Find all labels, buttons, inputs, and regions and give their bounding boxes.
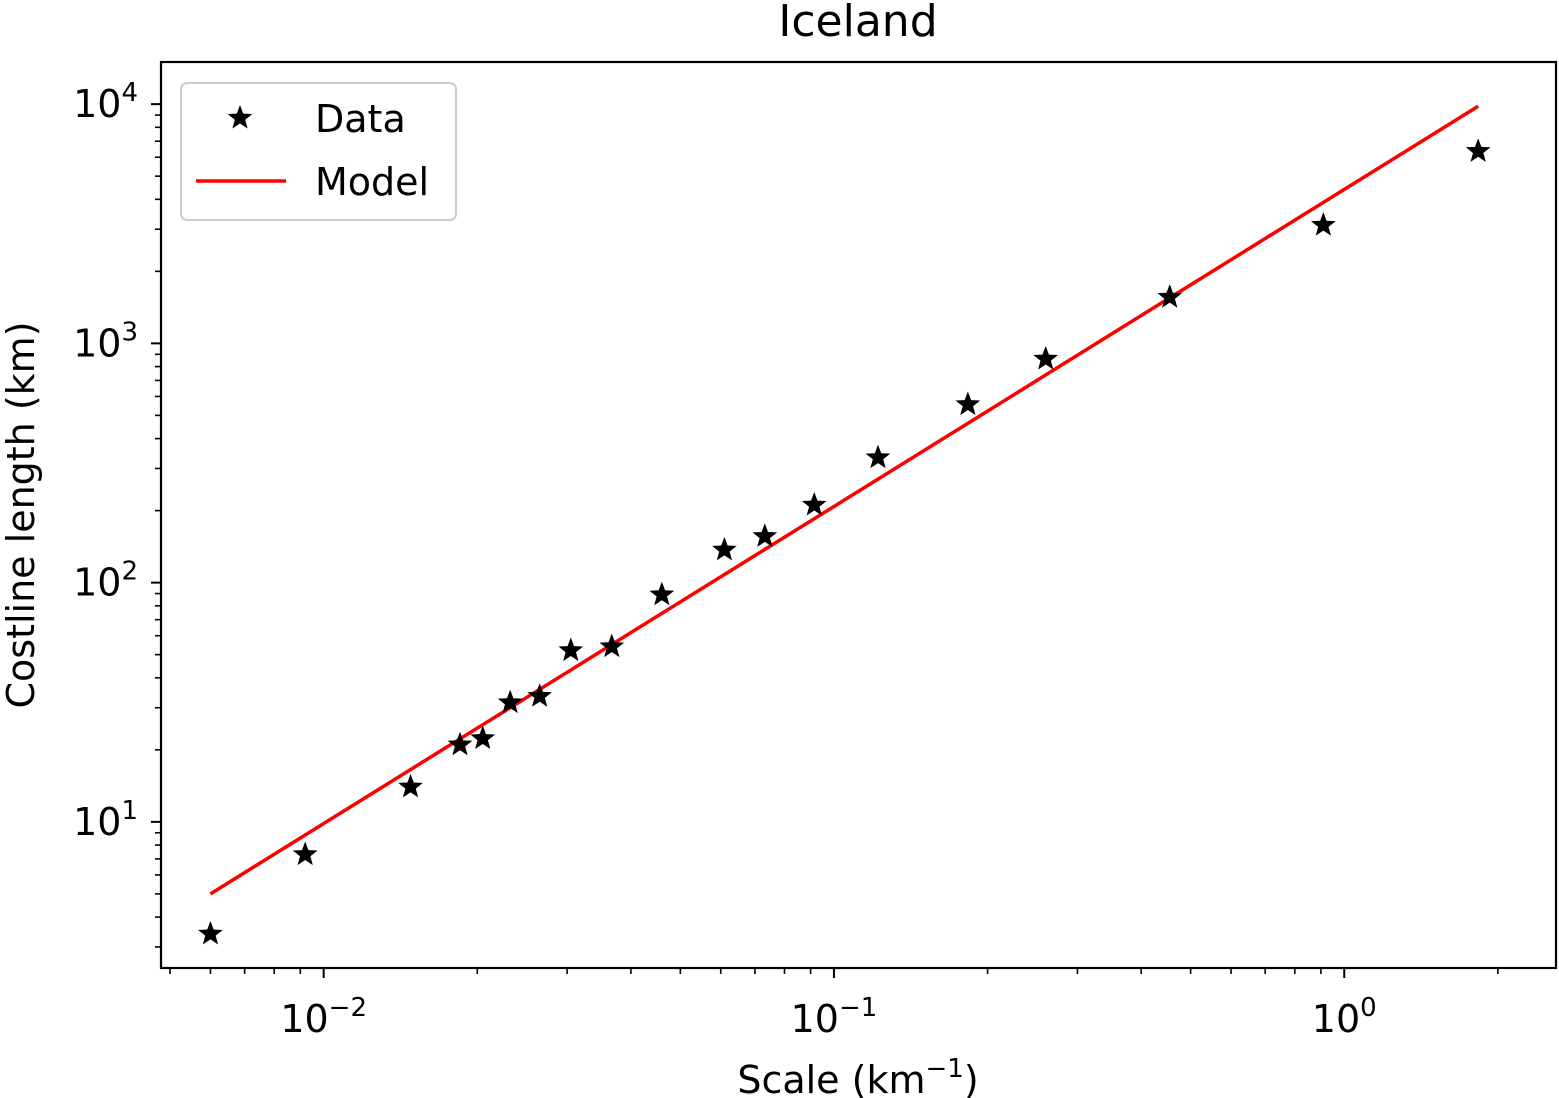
- data-point: [292, 841, 318, 866]
- data-point: [497, 689, 523, 714]
- legend-label-model: Model: [315, 160, 429, 204]
- data-point: [801, 492, 827, 516]
- data-point: [1465, 138, 1491, 162]
- x-axis-label: Scale (km−1): [737, 1054, 978, 1098]
- chart-title: Iceland: [778, 0, 937, 47]
- legend-label-data: Data: [315, 97, 406, 141]
- data-point: [447, 731, 473, 756]
- data-point: [712, 536, 737, 561]
- plot-frame: [159, 60, 1558, 970]
- data-point: [955, 391, 981, 416]
- y-tick-label-2: 103: [73, 317, 138, 365]
- x-tick-label-2: 100: [1312, 993, 1377, 1041]
- x-tick-label-0: 10−2: [280, 993, 367, 1041]
- legend-data-marker: [227, 105, 253, 129]
- legend-box: [180, 82, 457, 221]
- plot-series: [198, 104, 1491, 945]
- data-point: [527, 683, 552, 707]
- data-point: [752, 523, 778, 547]
- x-tick-label-1: 10−1: [791, 993, 878, 1041]
- data-point: [198, 920, 223, 945]
- data-point: [1033, 346, 1059, 370]
- axis-ticks: 10−2 10−1 100 101 102 103 104: [73, 78, 1499, 1041]
- data-point: [1157, 284, 1183, 308]
- y-tick-label-3: 104: [73, 78, 138, 126]
- data-point: [470, 725, 496, 750]
- y-axis-label: Costline length (km): [0, 321, 43, 708]
- data-point: [398, 773, 423, 798]
- star-marker-icon: [227, 105, 253, 129]
- data-point: [649, 581, 675, 606]
- legend: Data Model: [180, 82, 457, 221]
- data-point: [1310, 212, 1336, 236]
- data-point: [599, 633, 625, 658]
- model-line: [209, 104, 1480, 896]
- y-tick-label-1: 102: [73, 557, 138, 605]
- y-tick-label-0: 101: [73, 796, 138, 844]
- data-point: [865, 444, 891, 469]
- data-point: [558, 637, 584, 662]
